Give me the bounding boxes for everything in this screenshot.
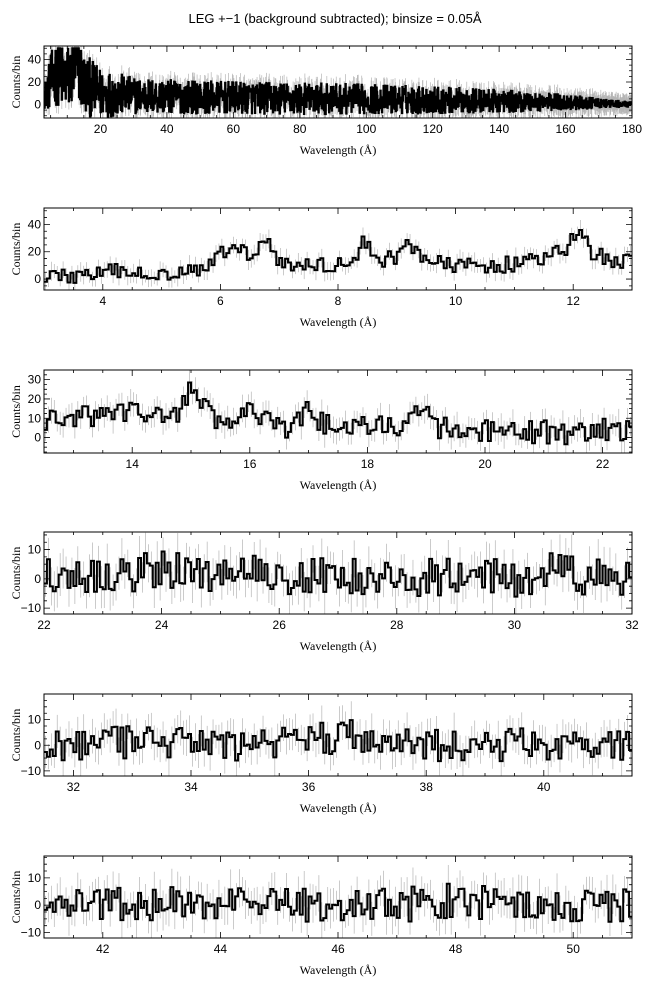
y-axis-label: Counts/bin [9, 223, 23, 276]
x-tick-label: 32 [625, 618, 639, 632]
axis-ticks-3 [43, 369, 633, 453]
y-axis-label: Counts/bin [9, 56, 23, 109]
x-axis-label: Wavelength (Å) [300, 143, 377, 157]
x-tick-label: 40 [160, 122, 174, 136]
series-line-6 [44, 882, 632, 923]
x-tick-label: 12 [567, 294, 581, 308]
x-tick-label: 42 [96, 942, 110, 956]
y-axis-label: Counts/bin [9, 871, 23, 924]
y-tick-label: 0 [34, 272, 41, 286]
x-tick-label: 44 [214, 942, 228, 956]
y-tick-label: 0 [34, 572, 41, 586]
y-axis-label: Counts/bin [9, 385, 23, 438]
panel-2: 4 6 8 10 12 0 20 40 Wavelength (Å) Counts/bin [9, 207, 633, 329]
x-tick-label: 38 [420, 780, 434, 794]
x-tick-label: 30 [508, 618, 522, 632]
error-bars-2 [45, 220, 631, 290]
y-tick-label: −10 [21, 764, 42, 778]
page-title: LEG +−1 (background subtracted); binsize… [188, 11, 481, 26]
axis-ticks-1 [44, 46, 633, 118]
y-axis-label: Counts/bin [9, 709, 23, 762]
y-tick-label: 20 [28, 392, 42, 406]
y-tick-label: 20 [28, 245, 42, 259]
plot-frame-3 [43, 369, 633, 454]
y-tick-label: 0 [34, 431, 41, 445]
panel-3: 14 16 18 20 22 0 10 20 30 Wavelength (Å) Counts/bi… [9, 369, 633, 492]
y-tick-label: 0 [34, 738, 41, 752]
error-bars-4 [45, 532, 631, 614]
axis-ticks-6 [43, 856, 633, 938]
plot-frame-2 [43, 207, 633, 291]
x-tick-label: 40 [537, 780, 551, 794]
y-tick-label: 10 [28, 543, 42, 557]
x-tick-label: 22 [37, 618, 51, 632]
series-line-4 [44, 550, 632, 598]
series-line-1 [44, 47, 632, 118]
x-tick-label: 26 [273, 618, 287, 632]
y-tick-label: 40 [28, 53, 42, 67]
y-tick-label: 0 [34, 898, 41, 912]
panel-5: 32 34 36 38 40 −10 0 10 Wavelength (Å) Counts/bin [9, 693, 633, 815]
series-line-2 [44, 229, 632, 284]
x-tick-label: 8 [335, 294, 342, 308]
y-tick-label: 20 [28, 75, 42, 89]
x-tick-label: 48 [449, 942, 463, 956]
panel-1: 20 40 60 80 100 120 140 160 180 0 20 40 Wavelength (… [9, 45, 642, 157]
x-tick-label: 16 [243, 457, 257, 471]
x-tick-label: 18 [361, 457, 375, 471]
x-tick-label: 10 [449, 294, 463, 308]
x-tick-label: 34 [184, 780, 198, 794]
axis-ticks-4 [43, 532, 633, 614]
x-axis-label: Wavelength (Å) [300, 639, 377, 653]
y-tick-label: 0 [34, 98, 41, 112]
error-bars-3 [45, 370, 631, 453]
x-axis-label: Wavelength (Å) [300, 315, 377, 329]
y-tick-label: −10 [21, 926, 42, 940]
x-tick-label: 14 [126, 457, 140, 471]
error-bar-set-3 [45, 370, 631, 453]
x-tick-label: 36 [302, 780, 316, 794]
x-tick-label: 60 [227, 122, 241, 136]
axis-ticks-2 [43, 208, 633, 290]
x-tick-label: 46 [331, 942, 345, 956]
x-tick-label: 24 [155, 618, 169, 632]
error-bars-1 [44, 46, 632, 118]
x-tick-label: 4 [99, 294, 106, 308]
x-axis-label: Wavelength (Å) [300, 801, 377, 815]
error-bar-set-1 [44, 46, 632, 118]
panel-6: 42 44 46 48 50 −10 0 10 Wavelength (Å) Counts/bin [9, 855, 633, 977]
x-tick-label: 22 [596, 457, 610, 471]
plot-frame-6 [43, 855, 633, 939]
y-tick-label: 10 [28, 411, 42, 425]
y-tick-label: 10 [28, 871, 42, 885]
x-tick-label: 100 [356, 122, 376, 136]
y-tick-label: −10 [21, 601, 42, 615]
x-tick-label: 80 [293, 122, 307, 136]
x-tick-label: 20 [94, 122, 108, 136]
series-line-5 [44, 719, 632, 763]
x-axis-label: Wavelength (Å) [300, 478, 377, 492]
y-tick-label: 40 [28, 217, 42, 231]
series-line-3 [44, 381, 632, 446]
x-tick-label: 6 [217, 294, 224, 308]
error-bar-set-2 [45, 220, 631, 290]
y-axis-label: Counts/bin [9, 547, 23, 600]
x-tick-label: 120 [423, 122, 443, 136]
error-bar-set-4 [45, 532, 631, 614]
x-tick-label: 32 [67, 780, 81, 794]
x-tick-label: 180 [622, 122, 642, 136]
x-tick-label: 50 [567, 942, 581, 956]
x-tick-label: 20 [478, 457, 492, 471]
x-tick-label: 140 [489, 122, 509, 136]
x-tick-label: 160 [556, 122, 576, 136]
y-tick-label: 10 [28, 713, 42, 727]
x-axis-label: Wavelength (Å) [300, 963, 377, 977]
panel-4: 22 24 26 28 30 32 −10 0 10 Wavelength (Å) Counts/b… [9, 531, 639, 653]
axis-ticks-5 [43, 693, 633, 776]
y-tick-label: 30 [28, 373, 42, 387]
x-tick-label: 28 [390, 618, 404, 632]
